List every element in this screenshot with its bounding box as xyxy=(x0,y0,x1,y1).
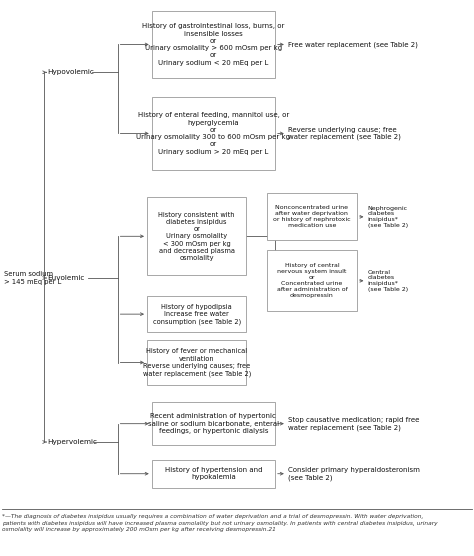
Text: History of central
nervous system insult
or
Concentrated urine
after administrat: History of central nervous system insult… xyxy=(276,264,347,298)
Text: Free water replacement (see Table 2): Free water replacement (see Table 2) xyxy=(288,41,418,48)
FancyBboxPatch shape xyxy=(267,193,357,240)
FancyBboxPatch shape xyxy=(152,11,275,78)
FancyBboxPatch shape xyxy=(147,340,246,385)
Text: Central
diabetes
insipidus*
(see Table 2): Central diabetes insipidus* (see Table 2… xyxy=(368,270,408,292)
Text: Nephrogenic
diabetes
insipidus*
(see Table 2): Nephrogenic diabetes insipidus* (see Tab… xyxy=(368,206,408,228)
Text: Euvolemic: Euvolemic xyxy=(47,275,85,281)
FancyBboxPatch shape xyxy=(267,250,357,311)
Text: Consider primary hyperaldosteronism
(see Table 2): Consider primary hyperaldosteronism (see… xyxy=(288,467,420,480)
Text: Hypervolemic: Hypervolemic xyxy=(47,439,97,445)
FancyBboxPatch shape xyxy=(147,296,246,332)
Text: History of hypodipsia
Increase free water
consumption (see Table 2): History of hypodipsia Increase free wate… xyxy=(153,304,241,325)
FancyBboxPatch shape xyxy=(152,97,275,170)
Text: *—The diagnosis of diabetes insipidus usually requires a combination of water de: *—The diagnosis of diabetes insipidus us… xyxy=(2,514,438,532)
Text: Stop causative medication; rapid free
water replacement (see Table 2): Stop causative medication; rapid free wa… xyxy=(288,417,419,430)
Text: Recent administration of hypertonic
saline or sodium bicarbonate, enteral
feedin: Recent administration of hypertonic sali… xyxy=(148,414,279,434)
Text: History of hypertension and
hypokalemia: History of hypertension and hypokalemia xyxy=(164,467,262,480)
FancyBboxPatch shape xyxy=(152,460,275,488)
Text: Reverse underlying cause; free
water replacement (see Table 2): Reverse underlying cause; free water rep… xyxy=(288,127,401,140)
Text: Serum sodium
> 145 mEq per L: Serum sodium > 145 mEq per L xyxy=(4,271,61,285)
FancyBboxPatch shape xyxy=(147,197,246,275)
Text: Nonconcentrated urine
after water deprivation
or history of nephrotoxic
medicati: Nonconcentrated urine after water depriv… xyxy=(273,205,351,229)
Text: History consistent with
diabetes insipidus
or
Urinary osmolality
< 300 mOsm per : History consistent with diabetes insipid… xyxy=(158,211,235,261)
Text: History of gastrointestinal loss, burns, or
insensible losses
or
Urinary osmolal: History of gastrointestinal loss, burns,… xyxy=(142,23,284,66)
Text: History of fever or mechanical
ventilation
Reverse underlying causes; free
water: History of fever or mechanical ventilati… xyxy=(143,349,251,376)
FancyBboxPatch shape xyxy=(152,402,275,445)
Text: Hypovolemic: Hypovolemic xyxy=(47,70,94,75)
Text: History of enteral feeding, mannitol use, or
hyperglycemia
or
Urinary osmolality: History of enteral feeding, mannitol use… xyxy=(137,112,290,155)
